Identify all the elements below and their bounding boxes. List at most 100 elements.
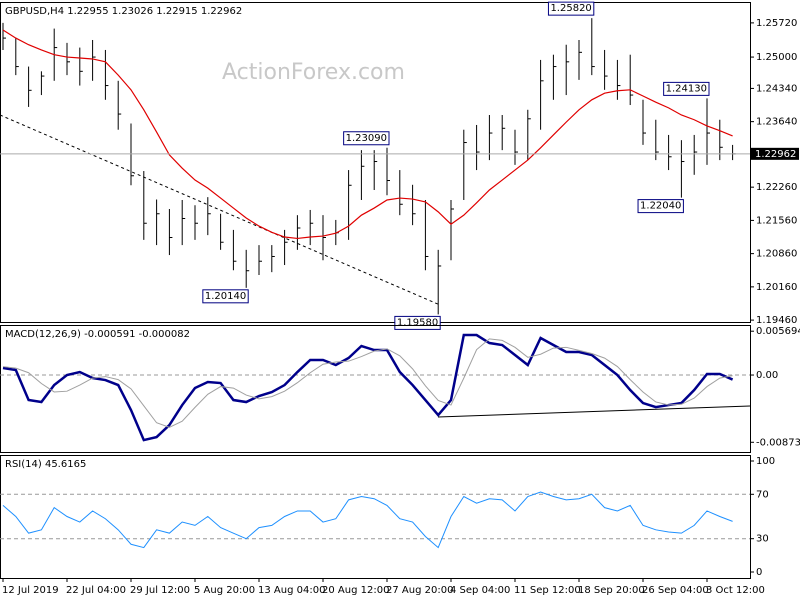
ohlc-bar xyxy=(540,59,544,130)
y-tick-label: 0.00 xyxy=(756,370,778,381)
ohlc-bar xyxy=(79,47,83,86)
y-tick-label: 0.005694 xyxy=(756,326,800,337)
trend-line xyxy=(0,114,441,306)
y-tick-label: -0.008737 xyxy=(756,437,800,448)
ohlc-bar xyxy=(156,199,160,246)
ohlc-bar xyxy=(424,199,429,271)
panel-title: RSI(14) 45.6165 xyxy=(5,459,86,470)
x-tick-label: 20 Aug 12:00 xyxy=(322,585,389,596)
annotation-box xyxy=(394,315,441,330)
ohlc-bar xyxy=(130,123,134,186)
panel-frame xyxy=(0,455,751,579)
ohlc-bar xyxy=(488,114,493,161)
macd-trend-line xyxy=(437,405,751,418)
ohlc-bar xyxy=(476,124,480,171)
indicator-line xyxy=(2,338,733,428)
ohlc-bar xyxy=(437,249,442,315)
ohlc-bar xyxy=(616,59,621,100)
ohlc-bar xyxy=(15,38,19,76)
annotation-box xyxy=(202,289,249,304)
ohlc-bar xyxy=(693,134,698,175)
ohlc-bar xyxy=(501,114,506,151)
indicator-line xyxy=(2,333,734,442)
annotation-label: 1.20140 xyxy=(205,291,246,302)
ohlc-bar xyxy=(2,22,6,50)
ohlc-bar xyxy=(28,66,32,107)
ohlc-bar xyxy=(514,129,518,165)
ohlc-bar xyxy=(399,170,403,216)
ohlc-bar xyxy=(168,209,173,256)
ohlc-bar xyxy=(629,54,634,106)
panel-frame xyxy=(0,325,751,453)
x-tick-label: 12 Jul 2019 xyxy=(2,585,59,596)
y-tick-label: 1.22260 xyxy=(756,182,797,193)
annotation-box xyxy=(547,1,595,16)
y-tick-label: 1.20160 xyxy=(756,282,797,293)
watermark: ActionForex.com xyxy=(222,60,405,85)
x-tick-label: 22 Jul 04:00 xyxy=(66,585,126,596)
indicator-line xyxy=(2,491,733,549)
ohlc-bar xyxy=(309,209,314,246)
ohlc-bar xyxy=(194,205,198,240)
ohlc-bar xyxy=(181,199,186,246)
ohlc-bar xyxy=(604,49,608,90)
y-tick-label: 100 xyxy=(756,456,775,467)
annotation-label: 1.25820 xyxy=(550,3,591,14)
annotation-label: 1.19580 xyxy=(397,317,438,328)
ohlc-bar xyxy=(680,140,685,198)
ohlc-bar xyxy=(296,215,301,250)
x-tick-label: 27 Aug 20:00 xyxy=(386,585,453,596)
ohlc-bar xyxy=(552,54,557,100)
annotation-label: 1.24130 xyxy=(666,83,707,94)
ohlc-bar xyxy=(450,199,454,261)
y-tick-label: 1.25000 xyxy=(756,52,797,63)
x-tick-label: 5 Aug 20:00 xyxy=(194,585,255,596)
y-tick-label: 1.24340 xyxy=(756,83,797,94)
ohlc-bar xyxy=(104,49,109,100)
ohlc-bar xyxy=(207,197,211,236)
x-tick-label: 11 Sep 12:00 xyxy=(514,585,581,596)
y-tick-label: 0 xyxy=(756,567,762,578)
panel-frame xyxy=(0,2,751,323)
ohlc-bar xyxy=(220,213,224,250)
ohlc-bar xyxy=(463,129,467,200)
ohlc-bar xyxy=(284,229,288,266)
annotation-label: 1.22040 xyxy=(640,201,681,212)
last-price-label: 1.22962 xyxy=(755,149,796,160)
ohlc-bar xyxy=(258,245,262,275)
moving-average xyxy=(2,29,733,240)
ohlc-bar xyxy=(642,99,646,145)
x-tick-label: 26 Sep 04:00 xyxy=(642,585,709,596)
ohlc-bar xyxy=(578,39,582,80)
panel-title: GBPUSD,H4 1.22955 1.23026 1.22915 1.2296… xyxy=(5,6,242,17)
ohlc-bar xyxy=(322,215,326,261)
ohlc-bar xyxy=(668,134,672,171)
ohlc-bar xyxy=(271,245,275,273)
ohlc-bar xyxy=(40,71,45,96)
ohlc-bar xyxy=(591,18,595,76)
annotation-box xyxy=(343,131,390,146)
ohlc-bar xyxy=(412,184,416,226)
y-tick-label: 1.21560 xyxy=(756,215,797,226)
y-tick-label: 1.25720 xyxy=(756,18,797,29)
x-tick-label: 29 Jul 12:00 xyxy=(130,585,190,596)
y-tick-label: 1.23640 xyxy=(756,117,797,128)
ohlc-bar xyxy=(527,109,531,161)
x-tick-label: 3 Oct 12:00 xyxy=(706,585,765,596)
ohlc-bar xyxy=(66,42,70,76)
x-tick-label: 4 Sep 04:00 xyxy=(450,585,510,596)
y-tick-label: 30 xyxy=(756,534,769,545)
ohlc-bar xyxy=(245,249,250,288)
y-tick-label: 1.19460 xyxy=(756,315,797,326)
last-price-box xyxy=(751,147,799,160)
y-tick-label: 70 xyxy=(756,489,769,500)
ohlc-bar xyxy=(565,44,570,96)
ohlc-bar xyxy=(232,229,237,271)
annotation-box xyxy=(663,81,710,96)
x-tick-label: 18 Sep 20:00 xyxy=(578,585,645,596)
ohlc-bar xyxy=(360,150,365,200)
x-tick-label: 13 Aug 04:00 xyxy=(258,585,325,596)
y-tick-label: 1.20860 xyxy=(756,249,797,260)
ohlc-bar xyxy=(117,80,122,130)
